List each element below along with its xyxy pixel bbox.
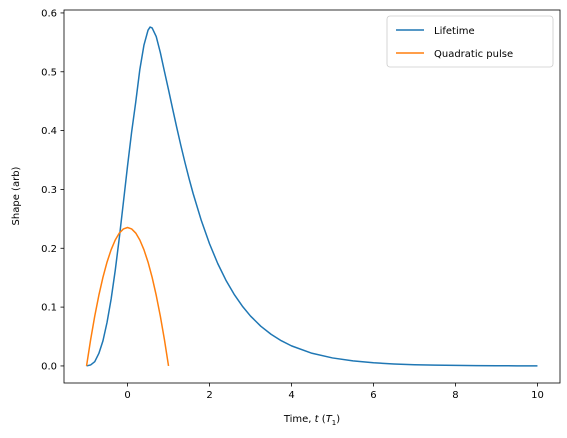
y-tick-label: 0.0	[41, 361, 57, 372]
x-axis-label-unit-subscript: 1	[332, 419, 336, 427]
legend-label-quadratic-pulse: Quadratic pulse	[434, 49, 513, 60]
x-tick-label: 0	[124, 390, 130, 401]
x-axis-label-unit-close: )	[336, 414, 340, 425]
series-line-lifetime	[86, 26, 538, 367]
y-tick-label: 0.3	[41, 185, 57, 196]
legend-box	[386, 15, 554, 68]
y-tick-label: 0.4	[41, 126, 57, 137]
x-tick-label: 2	[206, 390, 212, 401]
x-tick-label: 8	[452, 390, 458, 401]
legend: Lifetime Quadratic pulse	[386, 15, 554, 68]
y-axis-ticks: 0.0 0.1 0.2 0.3 0.4 0.5 0.6	[41, 8, 64, 372]
legend-label-lifetime: Lifetime	[434, 26, 475, 37]
series-line-quadratic-pulse	[85, 226, 170, 367]
x-tick-label: 4	[288, 390, 294, 401]
y-tick-label: 0.2	[41, 244, 57, 255]
x-axis-ticks: 0 2 4 6 8 10	[124, 383, 544, 401]
x-axis-label: Time, t (T1)	[283, 414, 340, 427]
y-tick-label: 0.1	[41, 303, 57, 314]
y-tick-label: 0.5	[41, 67, 57, 78]
x-tick-label: 6	[370, 390, 376, 401]
x-axis-label-variable: t	[315, 414, 320, 425]
plot-lines	[85, 26, 538, 367]
plot-frame	[63, 9, 561, 384]
x-axis-label-prefix: Time,	[283, 414, 315, 425]
x-axis-label-unit-open: (	[319, 414, 326, 425]
x-tick-label: 10	[531, 390, 544, 401]
y-axis-label: Shape (arb)	[11, 166, 22, 225]
y-tick-label: 0.6	[41, 8, 57, 19]
x-axis-label-unit-variable: T	[326, 414, 333, 425]
